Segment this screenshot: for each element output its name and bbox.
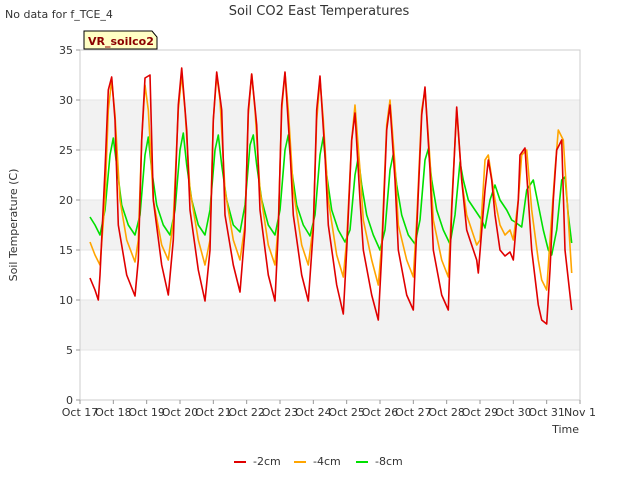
y-tick-label: 5 [66,344,73,357]
x-tick-label: Oct 29 [462,406,499,419]
y-axis: 0 5 10 15 20 25 30 35 [59,44,80,407]
x-tick-label: Oct 27 [395,406,432,419]
x-tick-label: Oct 28 [428,406,465,419]
site-label-badge: VR_soilco2 [83,30,158,50]
series-line-8cmcm [89,132,573,256]
legend: -2cm -4cm -8cm [234,455,403,468]
x-tick-label: Oct 19 [128,406,165,419]
legend-label: -8cm [375,455,403,468]
site-label-box [83,30,158,50]
plot-background-bands [80,100,580,350]
x-tick-label: Oct 18 [95,406,132,419]
legend-label: -4cm [313,455,341,468]
x-axis-label: Time [551,423,579,436]
y-tick-label: 20 [59,194,73,207]
x-tick-label: Oct 26 [362,406,399,419]
x-tick-label: Oct 23 [262,406,299,419]
y-tick-label: 35 [59,44,73,57]
legend-label: -2cm [253,455,281,468]
x-tick-label: Oct 22 [228,406,265,419]
series-line-2cmcm [89,67,573,325]
x-tick-label: Oct 31 [528,406,565,419]
chart-title: Soil CO2 East Temperatures [229,4,410,19]
x-tick-label: Oct 30 [495,406,532,419]
grid-band [80,300,580,350]
grid-band [80,100,580,150]
series-lines [89,67,573,325]
x-tick-label: Oct 20 [162,406,199,419]
x-tick-label: Nov 1 [564,406,596,419]
x-tick-label: Oct 25 [328,406,365,419]
y-tick-label: 10 [59,294,73,307]
no-data-note: No data for f_TCE_4 [5,8,113,21]
x-tick-label: Oct 24 [295,406,332,419]
y-axis-label: Soil Temperature (C) [7,169,20,282]
y-tick-label: 30 [59,94,73,107]
plot-frame [79,49,581,401]
x-tick-label: Oct 21 [195,406,232,419]
y-tick-label: 0 [66,394,73,407]
x-tick-label: Oct 17 [62,406,99,419]
site-label-text: VR_soilco2 [88,35,154,48]
y-tick-label: 25 [59,144,73,157]
y-tick-label: 15 [59,244,73,257]
